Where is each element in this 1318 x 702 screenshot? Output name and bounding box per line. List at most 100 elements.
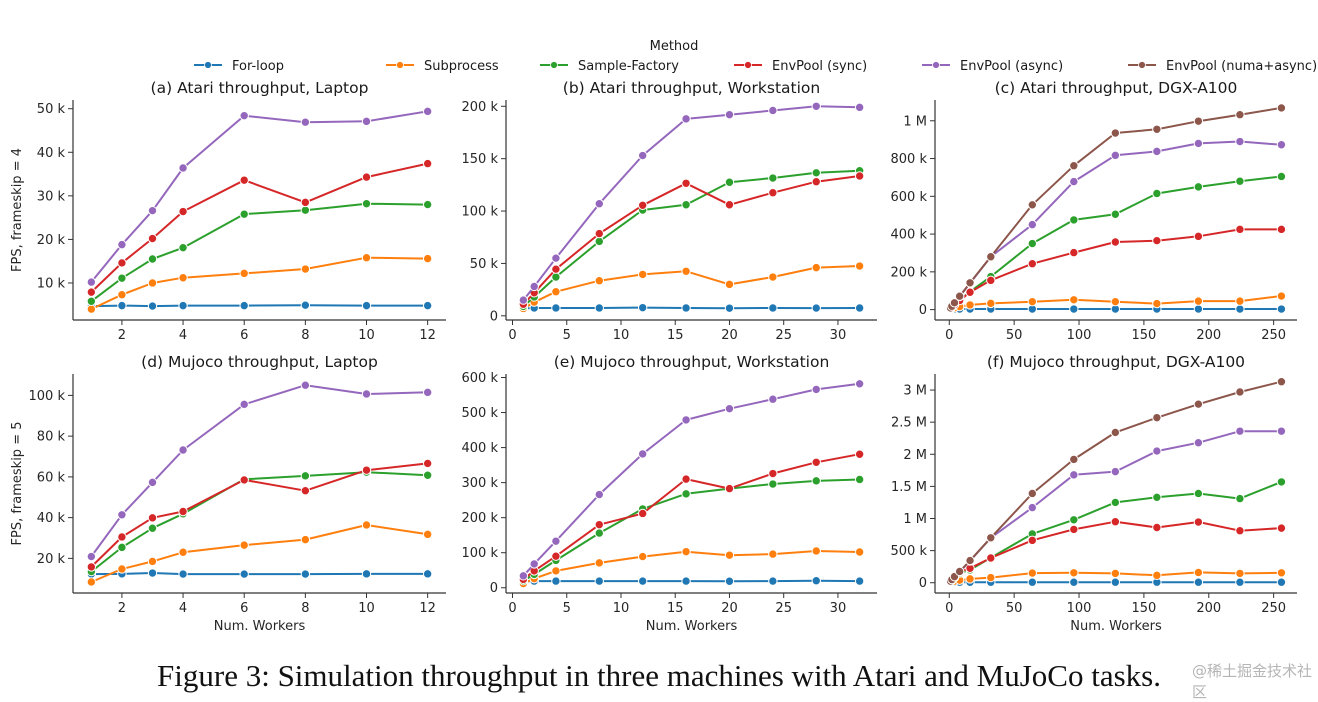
data-point bbox=[300, 471, 311, 481]
data-point bbox=[1110, 517, 1121, 527]
data-point bbox=[1152, 446, 1162, 456]
series-envpool-sync bbox=[518, 449, 865, 585]
series-line bbox=[90, 256, 428, 311]
data-point bbox=[239, 569, 249, 579]
y-axis-label: FPS, frameskip = 4 bbox=[10, 148, 25, 272]
data-point bbox=[422, 106, 433, 117]
legend-marker bbox=[204, 61, 212, 69]
y-tick-label: 2 M bbox=[903, 448, 927, 463]
series-envpool-async bbox=[518, 379, 865, 581]
data-point bbox=[551, 536, 561, 546]
series-for-loop bbox=[945, 577, 1287, 587]
data-point bbox=[1110, 568, 1121, 579]
series-line bbox=[522, 265, 860, 310]
data-point bbox=[1152, 522, 1162, 533]
x-tick-label: 150 bbox=[1131, 328, 1156, 343]
data-point bbox=[300, 197, 311, 208]
series-sample-factory bbox=[518, 166, 865, 312]
data-point bbox=[361, 198, 372, 209]
figure-caption: Figure 3: Simulation throughput in three… bbox=[157, 658, 1161, 693]
series-subprocess bbox=[86, 520, 433, 587]
legend-entry: Sample-Factory bbox=[540, 59, 679, 74]
x-tick-label: 8 bbox=[301, 601, 309, 616]
x-tick-label: 2 bbox=[118, 601, 126, 616]
y-tick-label: 3 M bbox=[903, 384, 927, 399]
y-tick-label: 100 k bbox=[462, 205, 499, 220]
data-point bbox=[1235, 577, 1245, 587]
data-point bbox=[965, 300, 975, 310]
data-point bbox=[681, 266, 691, 276]
x-tick-label: 100 bbox=[1067, 601, 1092, 616]
data-point bbox=[551, 264, 561, 274]
data-point bbox=[239, 175, 249, 185]
series-for-loop bbox=[518, 576, 865, 587]
data-point bbox=[986, 252, 996, 262]
data-point bbox=[1235, 136, 1245, 147]
data-point bbox=[117, 532, 127, 542]
data-point bbox=[1276, 477, 1287, 487]
x-tick-label: 8 bbox=[301, 328, 309, 343]
series-line bbox=[949, 140, 1282, 309]
data-point bbox=[422, 199, 433, 210]
series-line bbox=[522, 453, 860, 581]
data-point bbox=[965, 555, 975, 566]
data-point bbox=[178, 163, 188, 173]
data-point bbox=[854, 379, 865, 389]
data-point bbox=[986, 275, 996, 286]
data-point bbox=[239, 475, 249, 485]
data-point bbox=[1235, 304, 1245, 314]
legend-label: Sample-Factory bbox=[578, 59, 679, 74]
x-tick-label: 4 bbox=[179, 328, 187, 343]
data-point bbox=[594, 519, 604, 530]
data-point bbox=[86, 287, 97, 297]
data-point bbox=[768, 549, 778, 559]
data-point bbox=[724, 109, 735, 120]
data-point bbox=[1069, 577, 1079, 587]
data-point bbox=[594, 489, 604, 500]
data-point bbox=[1276, 304, 1287, 314]
data-point bbox=[1152, 412, 1162, 423]
data-point bbox=[1152, 188, 1162, 199]
data-point bbox=[768, 173, 778, 183]
series-line bbox=[522, 169, 860, 308]
data-point bbox=[1235, 176, 1245, 186]
data-point bbox=[1069, 304, 1079, 314]
data-point bbox=[1152, 235, 1162, 246]
y-tick-label: 50 k bbox=[470, 257, 499, 272]
data-point bbox=[811, 262, 821, 273]
data-point bbox=[681, 576, 691, 586]
data-point bbox=[724, 403, 735, 414]
x-tick-label: 10 bbox=[358, 601, 375, 616]
data-point bbox=[1235, 110, 1245, 120]
data-point bbox=[965, 574, 975, 584]
data-point bbox=[954, 566, 965, 577]
data-point bbox=[854, 474, 865, 485]
data-point bbox=[1235, 224, 1245, 235]
data-point bbox=[1276, 568, 1287, 578]
data-point bbox=[681, 178, 691, 188]
y-tick-label: 10 k bbox=[37, 276, 66, 291]
data-point bbox=[1152, 124, 1162, 134]
y-tick-label: 80 k bbox=[37, 430, 66, 445]
data-point bbox=[1193, 182, 1204, 192]
data-point bbox=[178, 206, 188, 217]
chart-title: (b) Atari throughput, Workstation bbox=[563, 79, 820, 97]
data-point bbox=[1110, 128, 1121, 138]
data-point bbox=[300, 117, 311, 127]
data-point bbox=[1193, 231, 1204, 242]
data-point bbox=[949, 298, 960, 308]
series-for-loop bbox=[518, 302, 865, 314]
data-point bbox=[178, 445, 188, 455]
series-line bbox=[90, 110, 428, 283]
data-point bbox=[422, 300, 433, 311]
data-point bbox=[681, 114, 691, 124]
y-tick-label: 600 k bbox=[891, 190, 928, 205]
y-tick-label: 30 k bbox=[37, 189, 66, 204]
series-sample-factory bbox=[86, 198, 433, 306]
data-point bbox=[239, 300, 249, 311]
y-tick-label: 20 k bbox=[37, 552, 66, 567]
data-point bbox=[1193, 304, 1204, 314]
data-point bbox=[965, 278, 975, 288]
legend-label: EnvPool (async) bbox=[960, 59, 1063, 74]
series-envpool-sync bbox=[86, 158, 433, 297]
